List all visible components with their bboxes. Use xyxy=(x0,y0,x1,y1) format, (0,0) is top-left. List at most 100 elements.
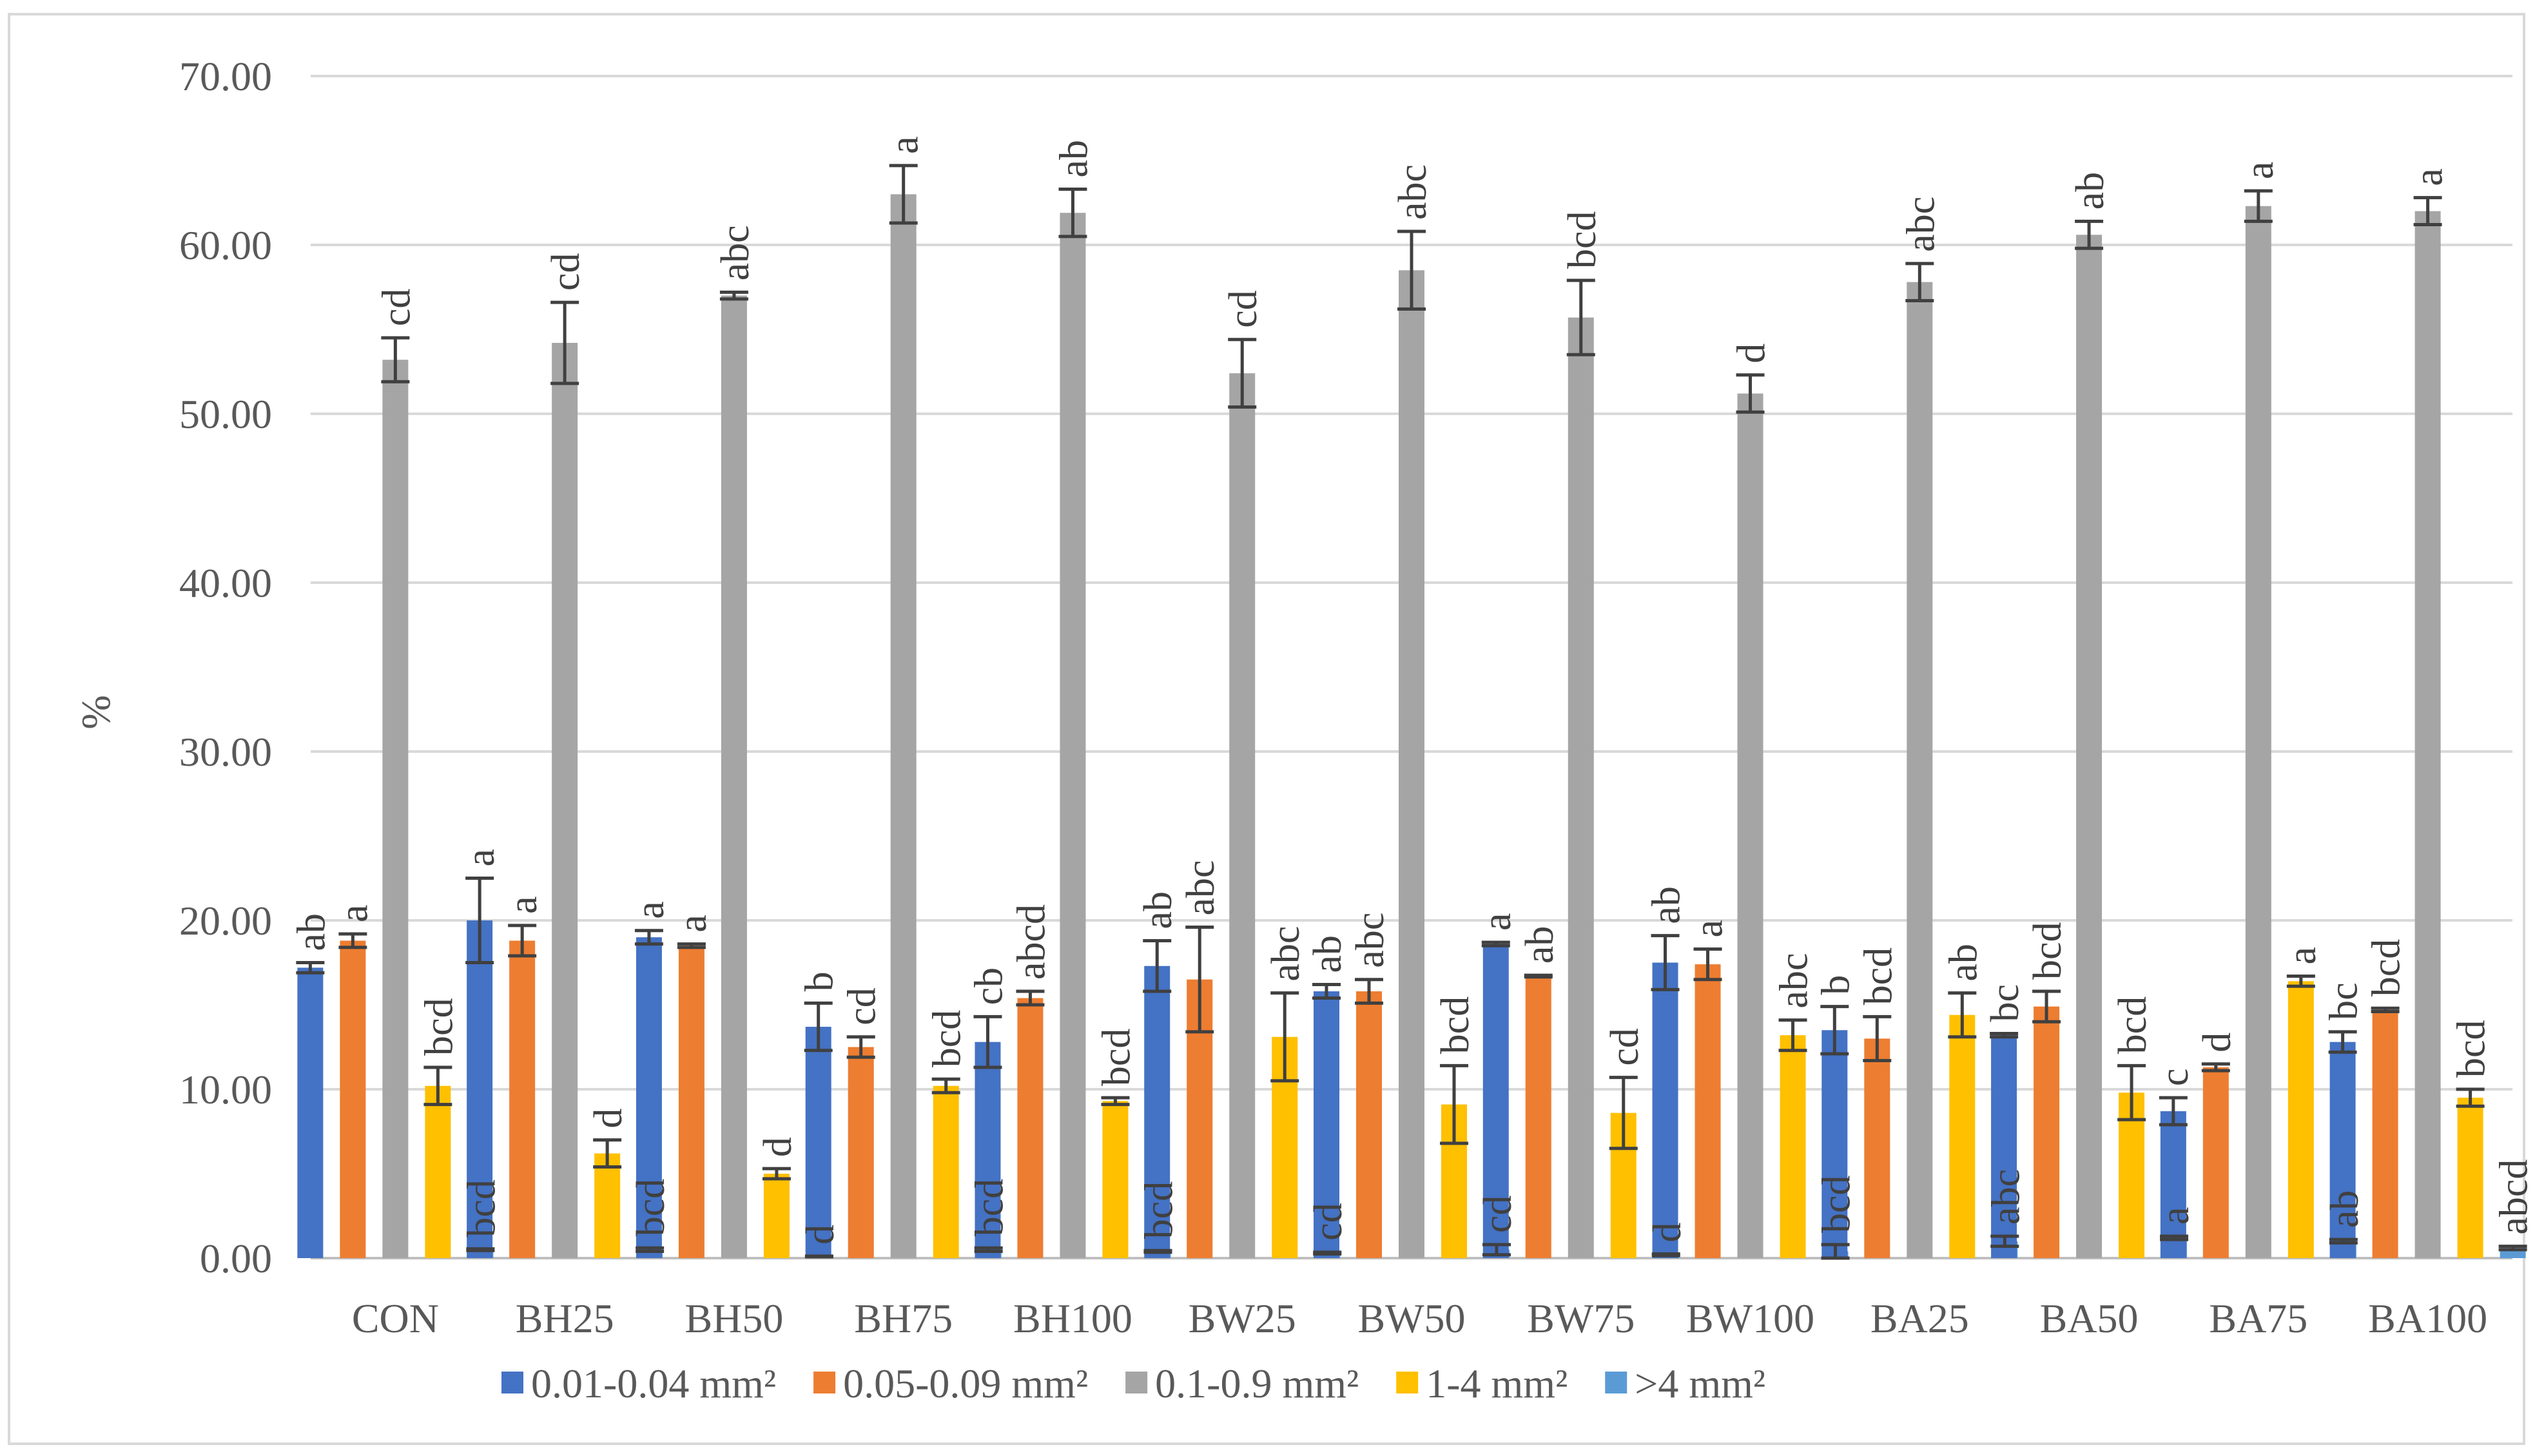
significance-label: d xyxy=(799,1225,842,1245)
significance-label: ab xyxy=(1136,891,1180,929)
bar xyxy=(1017,998,1044,1258)
y-tick-label: 50.00 xyxy=(179,391,272,437)
legend-swatch xyxy=(1125,1372,1148,1393)
x-tick-label: BA25 xyxy=(1870,1296,1969,1341)
bar xyxy=(1907,282,1933,1258)
significance-label: cd xyxy=(1603,1028,1647,1066)
bar xyxy=(2329,1042,2356,1258)
significance-label: bcd xyxy=(417,998,461,1056)
bar xyxy=(1314,991,1339,1258)
legend-label: 1-4 mm² xyxy=(1426,1361,1568,1406)
y-tick-label: 20.00 xyxy=(179,898,272,944)
legend-swatch xyxy=(1605,1372,1627,1393)
bar xyxy=(340,940,366,1258)
bar xyxy=(1144,966,1170,1258)
bar xyxy=(975,1042,1001,1258)
x-tick-label: BH75 xyxy=(854,1296,953,1341)
significance-label: bcd xyxy=(460,1179,503,1238)
significance-label: ab xyxy=(1052,140,1096,178)
bar xyxy=(1652,962,1678,1258)
significance-label: abc xyxy=(1391,164,1435,220)
legend-label: 0.1-0.9 mm² xyxy=(1155,1361,1359,1406)
significance-label: d xyxy=(2195,1033,2239,1053)
bar xyxy=(848,1047,874,1258)
significance-label: ab xyxy=(2323,1190,2367,1228)
significance-label: cd xyxy=(374,289,418,327)
x-tick-label: BW25 xyxy=(1189,1296,1296,1341)
x-tick-label: CON xyxy=(352,1296,439,1341)
y-tick-label: 10.00 xyxy=(179,1067,272,1112)
x-tick-label: BA75 xyxy=(2209,1296,2307,1341)
significance-label: bc xyxy=(2322,982,2366,1020)
significance-label: d xyxy=(756,1137,800,1157)
x-tick-label: BH100 xyxy=(1013,1296,1132,1341)
legend-label: >4 mm² xyxy=(1635,1361,1765,1406)
x-tick-label: BH25 xyxy=(516,1296,614,1341)
significance-label: bcd xyxy=(1560,211,1604,269)
y-tick-label: 70.00 xyxy=(179,53,272,99)
bar xyxy=(636,937,662,1258)
bar xyxy=(467,920,493,1258)
bar xyxy=(1356,991,1382,1258)
significance-label: bcd xyxy=(1815,1176,1859,1234)
bar xyxy=(1399,270,1424,1258)
significance-label: bcd xyxy=(2450,1020,2494,1078)
x-axis: CON BH25 BH50 BH75 BH100 BW25 BW50 BW75 BW100 BA2… xyxy=(352,1296,2487,1341)
significance-label: a xyxy=(2238,162,2282,180)
significance-label: bcd xyxy=(2365,939,2409,997)
bar xyxy=(1695,964,1721,1258)
significance-label: a xyxy=(883,136,927,154)
bar xyxy=(1102,1101,1129,1258)
y-tick-label: 40.00 xyxy=(179,560,272,606)
bar xyxy=(805,1027,831,1258)
significance-label: d xyxy=(1646,1222,1689,1242)
bar xyxy=(763,1174,790,1258)
significance-label: cd xyxy=(840,987,884,1025)
significance-label: bcd xyxy=(1137,1181,1181,1239)
bar xyxy=(1060,213,1086,1259)
legend-label: 0.01-0.04 mm² xyxy=(531,1361,776,1406)
bar xyxy=(297,967,324,1258)
bar xyxy=(552,342,578,1259)
significance-label: ab xyxy=(2068,172,2112,210)
bar xyxy=(1229,373,1256,1258)
significance-label: abcd xyxy=(1009,904,1053,980)
y-tick-label: 0.00 xyxy=(200,1236,272,1281)
bar xyxy=(1991,1035,2017,1258)
significance-label: c xyxy=(2153,1069,2197,1087)
significance-label: bcd xyxy=(1856,947,1900,1005)
bar xyxy=(1737,393,1763,1258)
significance-label: ab xyxy=(1518,926,1562,964)
significance-label: bcd xyxy=(926,1010,969,1068)
bar xyxy=(382,360,409,1259)
bar xyxy=(1864,1038,1890,1258)
significance-label: a xyxy=(459,849,503,867)
bar xyxy=(890,194,917,1258)
significance-label: bcd xyxy=(2026,922,2070,980)
y-tick-label: 60.00 xyxy=(179,222,272,268)
bar xyxy=(2287,981,2314,1258)
significance-labels: abacdbcdbcdaacddbcdaaabcddbcdabcdbcdcbab… xyxy=(289,136,2535,1245)
significance-label: a xyxy=(2407,168,2451,186)
bar xyxy=(2202,1067,2229,1258)
x-tick-label: BW75 xyxy=(1527,1296,1635,1341)
bar xyxy=(721,295,747,1259)
significance-label: abc xyxy=(714,225,757,280)
bar xyxy=(509,940,536,1258)
bar xyxy=(1568,317,1594,1258)
x-tick-label: BW50 xyxy=(1357,1296,1465,1341)
significance-label: bc xyxy=(1983,984,2027,1022)
y-tick-label: 30.00 xyxy=(179,729,272,775)
legend-swatch xyxy=(813,1372,836,1393)
bar xyxy=(2076,235,2103,1258)
significance-label: cd xyxy=(1476,1196,1520,1234)
bar xyxy=(2414,211,2441,1259)
significance-label: d xyxy=(1730,344,1774,364)
significance-label: abc xyxy=(1899,197,1943,252)
significance-label: b xyxy=(1814,975,1858,995)
x-tick-label: BH50 xyxy=(685,1296,783,1341)
significance-label: cd xyxy=(544,253,588,291)
significance-label: ab xyxy=(1941,944,1985,982)
bar xyxy=(1482,944,1509,1258)
